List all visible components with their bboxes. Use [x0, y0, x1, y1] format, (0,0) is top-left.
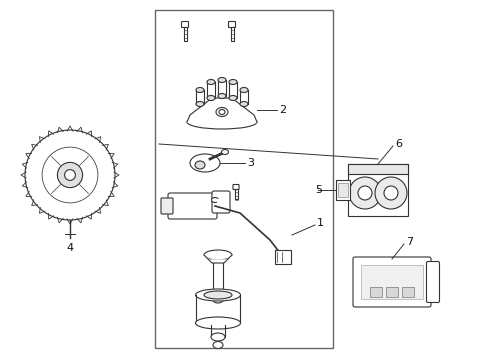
FancyBboxPatch shape: [233, 184, 239, 189]
FancyBboxPatch shape: [426, 261, 440, 302]
Ellipse shape: [204, 250, 232, 260]
Ellipse shape: [196, 87, 204, 93]
Polygon shape: [187, 98, 257, 122]
Circle shape: [375, 177, 407, 209]
Bar: [361, 265, 423, 299]
Ellipse shape: [240, 102, 248, 107]
Ellipse shape: [204, 291, 232, 299]
Text: 7: 7: [406, 237, 413, 247]
FancyBboxPatch shape: [228, 22, 236, 27]
Ellipse shape: [187, 115, 257, 129]
Bar: [230, 27, 234, 41]
Circle shape: [57, 162, 83, 188]
Ellipse shape: [218, 77, 226, 82]
Ellipse shape: [211, 333, 225, 341]
Ellipse shape: [213, 297, 223, 303]
Circle shape: [25, 130, 115, 220]
Ellipse shape: [216, 108, 228, 117]
Ellipse shape: [208, 195, 222, 204]
Ellipse shape: [240, 87, 248, 93]
Ellipse shape: [196, 317, 241, 329]
Ellipse shape: [207, 95, 215, 100]
Circle shape: [358, 186, 372, 200]
Circle shape: [384, 186, 398, 200]
Bar: [275, 250, 291, 264]
Ellipse shape: [218, 94, 226, 99]
Bar: [338, 183, 348, 197]
Bar: [386, 287, 398, 297]
Ellipse shape: [212, 198, 219, 202]
Bar: [155, 10, 333, 348]
Bar: [402, 287, 414, 297]
Text: 1: 1: [317, 218, 324, 228]
Circle shape: [65, 170, 75, 180]
FancyBboxPatch shape: [161, 198, 173, 214]
Ellipse shape: [190, 154, 220, 172]
Ellipse shape: [229, 95, 237, 100]
FancyBboxPatch shape: [212, 191, 230, 213]
Ellipse shape: [213, 342, 223, 348]
Circle shape: [42, 147, 98, 203]
Bar: [336, 180, 350, 200]
Ellipse shape: [196, 102, 204, 107]
Ellipse shape: [195, 161, 205, 169]
FancyBboxPatch shape: [353, 257, 431, 307]
Bar: [235, 189, 238, 199]
FancyBboxPatch shape: [168, 193, 217, 219]
Text: 4: 4: [67, 243, 74, 253]
Ellipse shape: [219, 109, 225, 114]
FancyBboxPatch shape: [181, 22, 189, 27]
Polygon shape: [204, 255, 232, 263]
Text: 5: 5: [315, 185, 322, 195]
Bar: [370, 287, 382, 297]
Bar: [183, 27, 187, 41]
Bar: [348, 164, 408, 174]
Ellipse shape: [196, 289, 241, 301]
Text: 2: 2: [279, 105, 286, 115]
Text: 3: 3: [247, 158, 254, 168]
Ellipse shape: [229, 80, 237, 85]
Ellipse shape: [207, 80, 215, 85]
Ellipse shape: [221, 149, 228, 154]
Circle shape: [349, 177, 381, 209]
Bar: [348, 164, 408, 216]
Text: 6: 6: [395, 139, 402, 149]
